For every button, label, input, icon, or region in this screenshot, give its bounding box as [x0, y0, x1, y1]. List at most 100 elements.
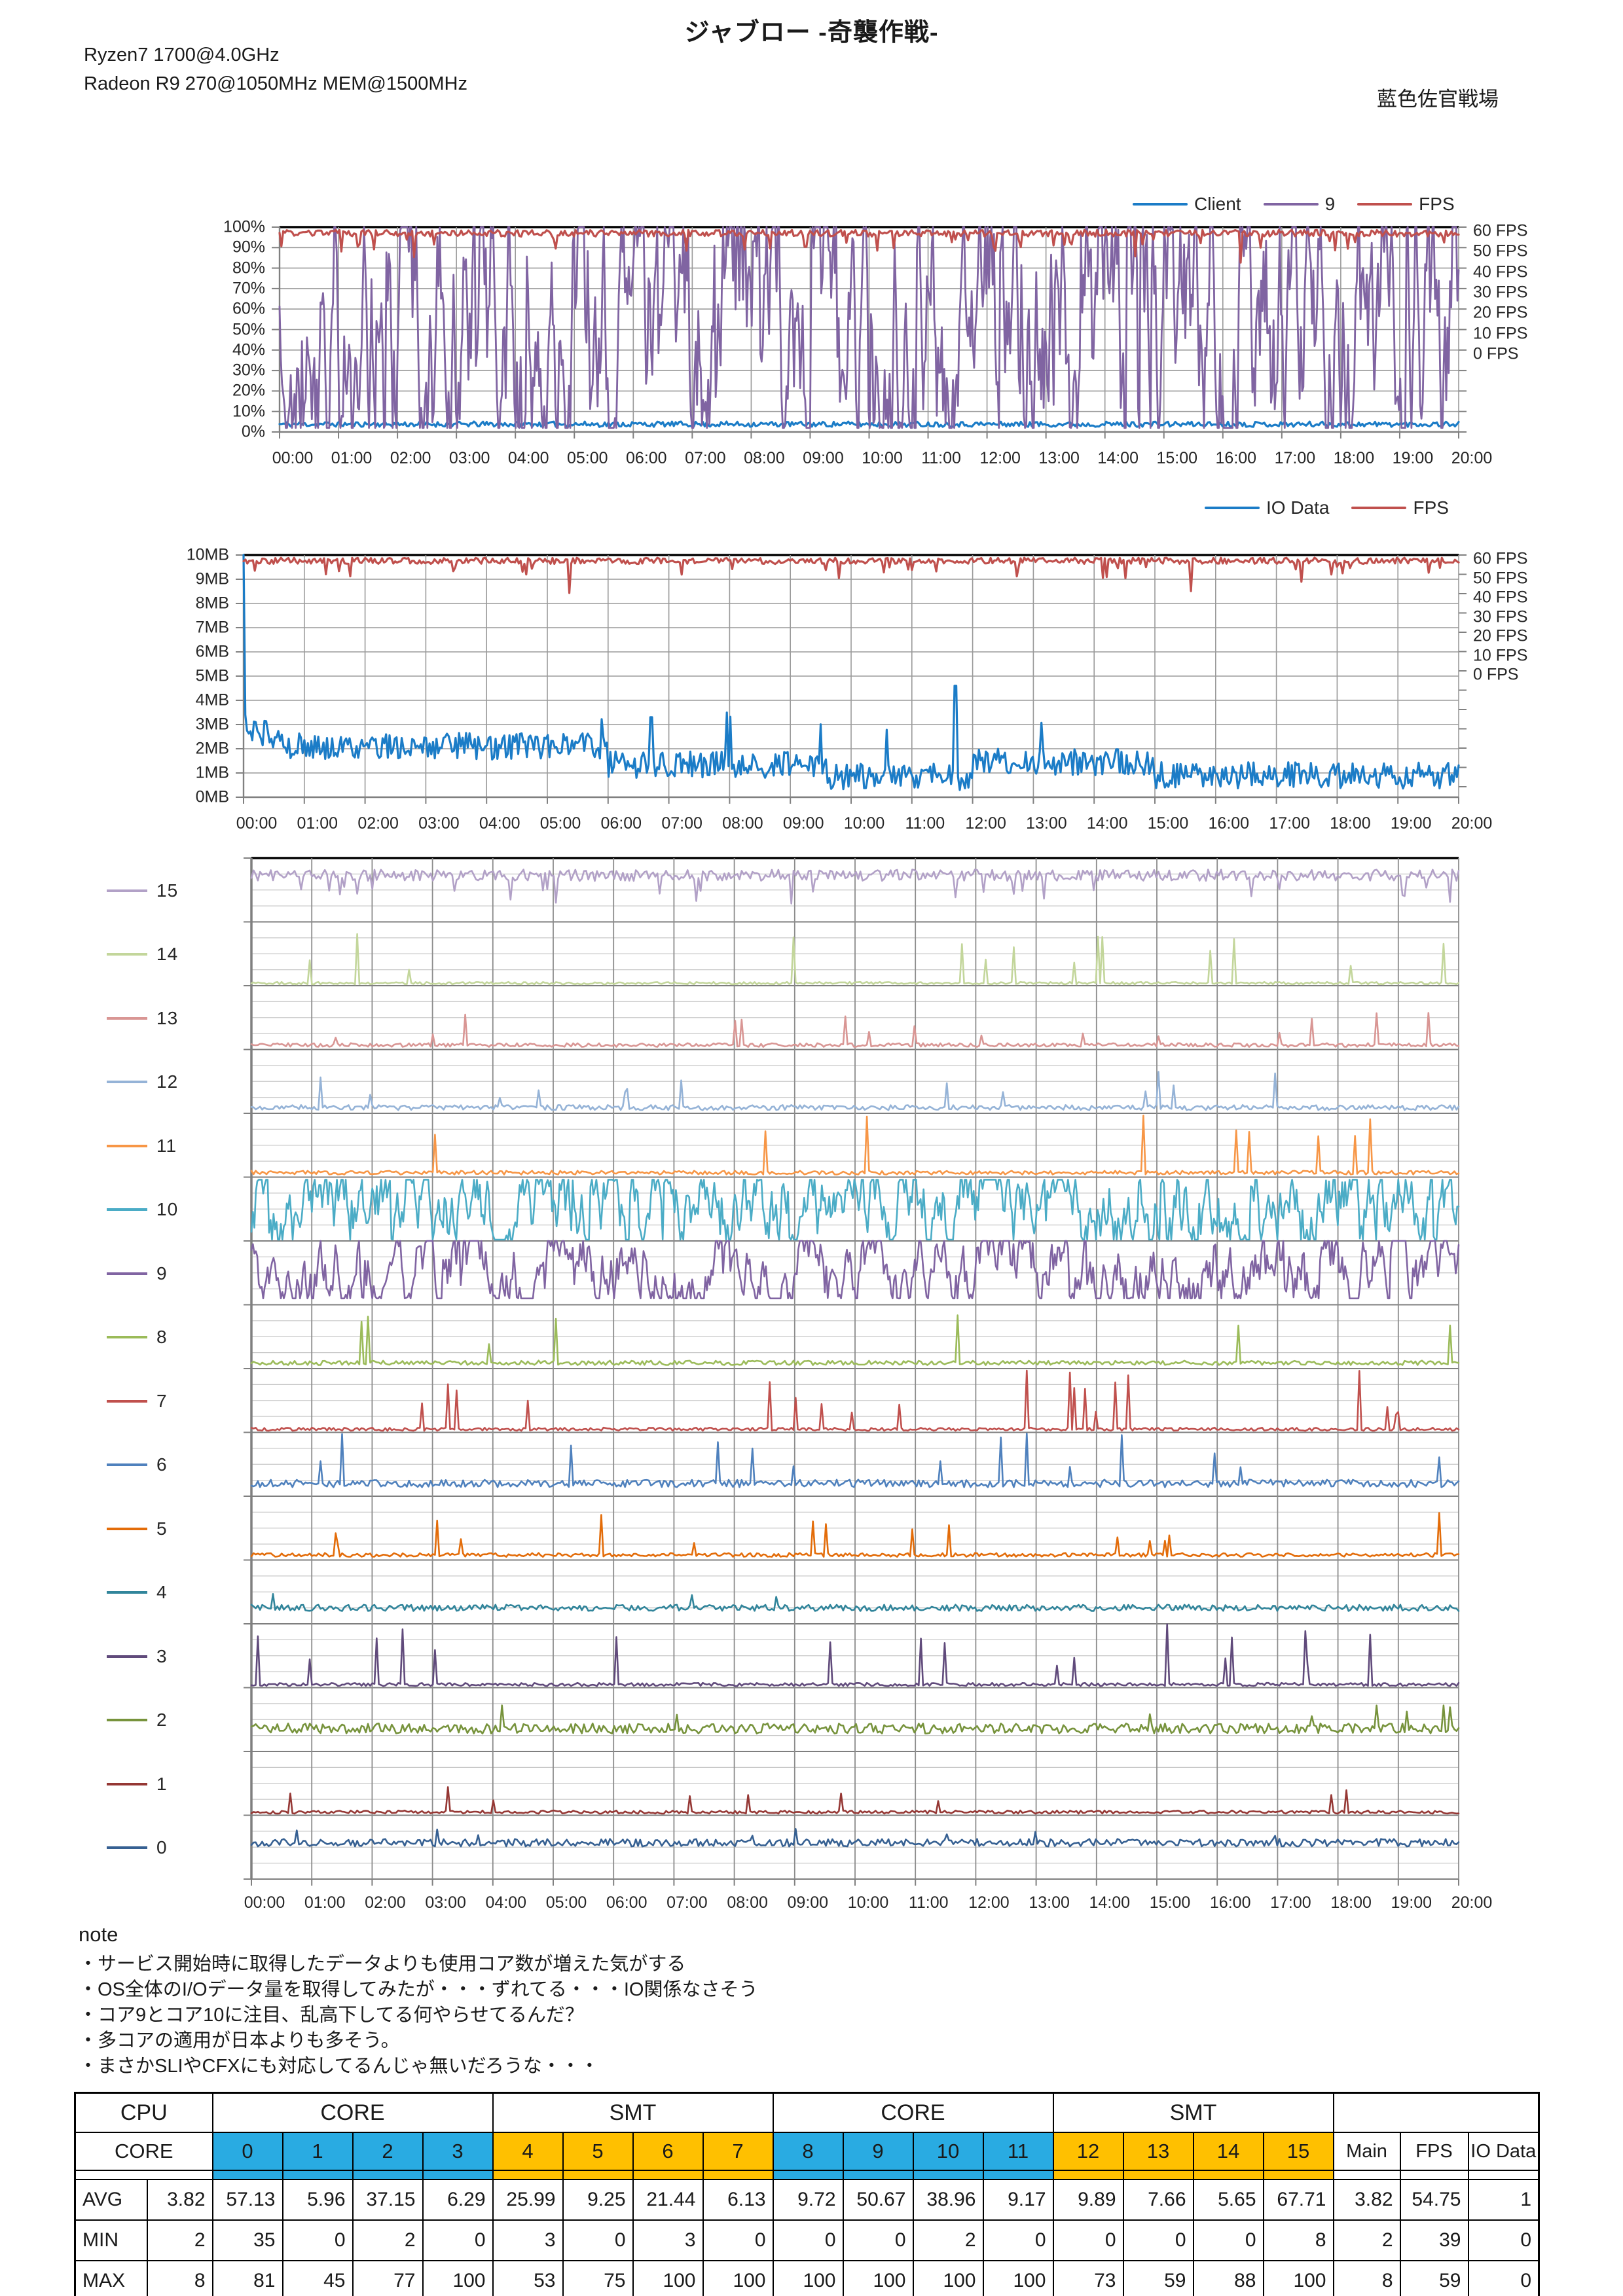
cell-MIN-13: 0	[1052, 2219, 1124, 2261]
strip-7	[702, 2170, 774, 2180]
chart1-ylabel-60%: 60%	[232, 299, 265, 318]
chart1-xlabel-16:00: 16:00	[1215, 449, 1257, 467]
cell-AVG-14: 7.66	[1122, 2179, 1194, 2221]
core-legend-item-4: 4	[107, 1582, 168, 1603]
core-header-6: 6	[632, 2132, 704, 2171]
core-legend-label-2: 2	[156, 1710, 168, 1731]
chart1-fpslabel-40 FPS: 40 FPS	[1473, 262, 1528, 281]
header-group-CPU-0: CPU	[74, 2092, 213, 2133]
battlefield-label: 藍色佐官戦場	[1377, 88, 1499, 111]
core-header-10: 10	[912, 2132, 984, 2171]
core-header-13: 13	[1122, 2132, 1194, 2171]
core-header-1: 1	[282, 2132, 354, 2171]
chart2-legend-label-FPS: FPS	[1413, 497, 1449, 518]
cell-AVG-8: 6.13	[702, 2179, 774, 2221]
chart1-xlabel-18:00: 18:00	[1333, 449, 1375, 467]
core-header-0: 0	[211, 2132, 283, 2171]
core-legend-item-12: 12	[107, 1071, 178, 1092]
chart1-legend-item-FPS: FPS	[1357, 194, 1455, 215]
table-row-MAX: MAX 8 81 45 77 100 53 75 100 100 100 100 100 100 73 59 8…	[74, 2260, 1540, 2296]
cell-AVG-1: 57.13	[211, 2179, 283, 2221]
chart2-xlabel-10:00: 10:00	[843, 814, 885, 833]
chart2-xlabel-03:00: 03:00	[418, 814, 460, 833]
core-legend-line-9	[107, 1272, 147, 1275]
cell-MIN-6: 0	[562, 2219, 634, 2261]
table-row-MIN: MIN 2 35 0 2 0 3 0 3 0 0 0 2 0 0 0 0 8 2 39 0	[74, 2219, 1540, 2261]
cell-MIN-8: 0	[702, 2219, 774, 2261]
chart3-xlabel-12:00: 12:00	[968, 1893, 1010, 1912]
core-legend-line-1	[107, 1782, 147, 1785]
chart1-legend-label-FPS: FPS	[1419, 194, 1455, 214]
chart1-legend-swatch-Client	[1133, 203, 1188, 206]
core-legend-item-14: 14	[107, 944, 178, 965]
gpu-spec: Radeon R9 270@1050MHz MEM@1500MHz	[84, 73, 467, 94]
note-line-1: ・サービス開始時に取得したデータよりも使用コア数が増えた気がする	[79, 1954, 686, 1975]
chart1-plot	[272, 226, 1467, 439]
cell-AVG-2: 5.96	[282, 2179, 354, 2221]
chart1-xlabel-17:00: 17:00	[1274, 449, 1316, 467]
strip-5	[562, 2170, 634, 2180]
chart3-xlabel-08:00: 08:00	[727, 1893, 768, 1912]
chart3-xlabel-06:00: 06:00	[606, 1893, 647, 1912]
core-legend-line-12	[107, 1081, 147, 1084]
note-line-4: ・多コアの適用が日本よりも多そう。	[79, 2030, 400, 2051]
core-legend-label-14: 14	[156, 944, 179, 965]
cell-MAX-17: 8	[1332, 2260, 1401, 2296]
per-core-plot	[244, 857, 1460, 1886]
cell-MIN-17: 2	[1332, 2219, 1401, 2261]
chart1-ylabel-40%: 40%	[232, 340, 265, 359]
header-group-CORE-1: CORE	[211, 2092, 494, 2133]
chart3-xlabel-04:00: 04:00	[485, 1893, 527, 1912]
chart2-ylabel-5MB: 5MB	[195, 666, 229, 685]
row-label-AVG: AVG	[74, 2179, 148, 2221]
header-group-blank-5	[1332, 2092, 1540, 2133]
core-legend-label-7: 7	[156, 1390, 168, 1411]
core-legend-item-1: 1	[107, 1774, 168, 1795]
chart1-xlabel-04:00: 04:00	[507, 449, 549, 467]
chart3-xlabel-13:00: 13:00	[1029, 1893, 1070, 1912]
chart3-xlabel-07:00: 07:00	[666, 1893, 708, 1912]
core-header-9: 9	[842, 2132, 914, 2171]
cell-MAX-14: 59	[1122, 2260, 1194, 2296]
chart2-fpslabel-0 FPS: 0 FPS	[1473, 665, 1519, 684]
chart2-ylabel-0MB: 0MB	[195, 787, 229, 806]
strip-extra-1	[1399, 2170, 1469, 2180]
chart2-xlabel-07:00: 07:00	[661, 814, 702, 833]
cell-MIN-11: 2	[912, 2219, 984, 2261]
core-legend-item-5: 5	[107, 1518, 168, 1539]
core-legend-item-3: 3	[107, 1646, 168, 1667]
chart3-xlabel-09:00: 09:00	[787, 1893, 829, 1912]
chart1-ylabel-30%: 30%	[232, 361, 265, 380]
cell-MAX-5: 53	[492, 2260, 564, 2296]
core-legend-label-9: 9	[156, 1263, 168, 1283]
core-legend-label-0: 0	[156, 1837, 168, 1858]
chart1-xlabel-13:00: 13:00	[1038, 449, 1080, 467]
chart1-xlabel-15:00: 15:00	[1156, 449, 1198, 467]
cell-MIN-9: 0	[772, 2219, 844, 2261]
chart1-xlabel-10:00: 10:00	[862, 449, 903, 467]
note-title: note	[79, 1923, 119, 1946]
core-header-8: 8	[772, 2132, 844, 2171]
cell-AVG-17: 3.82	[1332, 2179, 1401, 2221]
chart2-xlabel-12:00: 12:00	[965, 814, 1006, 833]
cell-MAX-2: 45	[282, 2260, 354, 2296]
chart2-plot	[236, 554, 1467, 804]
cell-MIN-0: 2	[146, 2219, 213, 2261]
chart2-fpslabel-40 FPS: 40 FPS	[1473, 588, 1528, 607]
core-legend-line-2	[107, 1719, 147, 1722]
core-legend-label-3: 3	[156, 1645, 168, 1666]
cell-MAX-13: 73	[1052, 2260, 1124, 2296]
chart2-legend-item-IO Data: IO Data	[1205, 497, 1329, 518]
cell-MAX-19: 0	[1467, 2260, 1540, 2296]
cell-MAX-15: 88	[1192, 2260, 1264, 2296]
chart1-xlabel-19:00: 19:00	[1392, 449, 1434, 467]
chart3-xlabel-01:00: 01:00	[304, 1893, 346, 1912]
cell-MAX-1: 81	[211, 2260, 283, 2296]
chart1-xlabel-11:00: 11:00	[921, 449, 961, 467]
chart1-xlabel-01:00: 01:00	[331, 449, 373, 467]
per-core-chart	[241, 855, 1463, 1888]
cell-MIN-12: 0	[982, 2219, 1054, 2261]
core-legend-item-7: 7	[107, 1391, 168, 1412]
chart1-fpslabel-60 FPS: 60 FPS	[1473, 221, 1528, 240]
